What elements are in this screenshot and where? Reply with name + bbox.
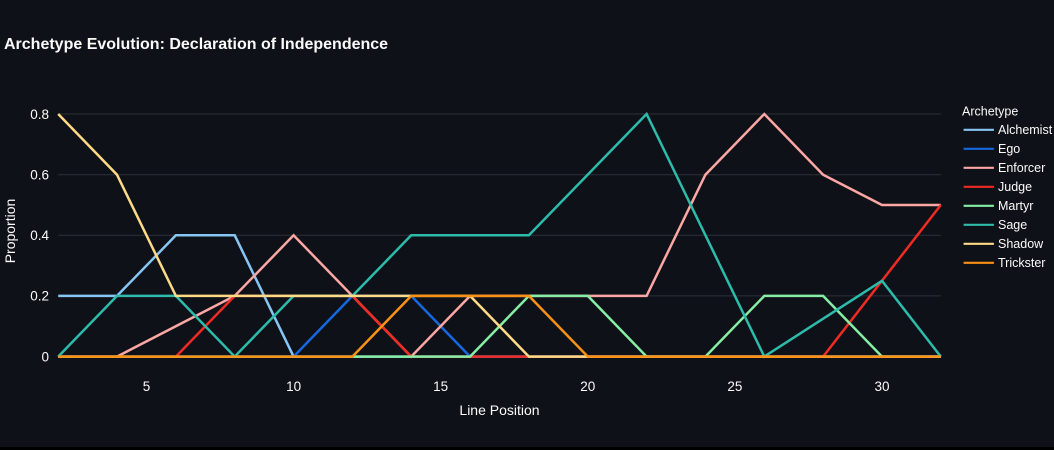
svg-text:Line Position: Line Position <box>459 402 539 418</box>
svg-text:5: 5 <box>143 379 151 394</box>
svg-text:Ego: Ego <box>998 142 1020 156</box>
svg-text:Shadow: Shadow <box>998 237 1044 251</box>
svg-text:Enforcer: Enforcer <box>998 161 1045 175</box>
svg-text:0: 0 <box>41 349 49 364</box>
svg-text:0.2: 0.2 <box>30 289 49 304</box>
svg-text:0.6: 0.6 <box>30 168 49 183</box>
svg-text:10: 10 <box>286 379 301 394</box>
svg-text:Archetype: Archetype <box>962 105 1018 119</box>
svg-text:20: 20 <box>580 379 595 394</box>
svg-text:30: 30 <box>874 379 889 394</box>
svg-text:Trickster: Trickster <box>998 256 1045 270</box>
svg-text:Sage: Sage <box>998 218 1027 232</box>
svg-text:0.4: 0.4 <box>30 228 49 243</box>
svg-text:Alchemist: Alchemist <box>998 123 1053 137</box>
svg-text:Archetype Evolution: Declarati: Archetype Evolution: Declaration of Inde… <box>4 36 388 53</box>
svg-text:25: 25 <box>727 379 742 394</box>
svg-text:Martyr: Martyr <box>998 199 1033 213</box>
svg-text:0.8: 0.8 <box>30 107 49 122</box>
svg-text:15: 15 <box>433 379 448 394</box>
svg-text:Judge: Judge <box>998 180 1032 194</box>
svg-text:Proportion: Proportion <box>2 199 18 264</box>
